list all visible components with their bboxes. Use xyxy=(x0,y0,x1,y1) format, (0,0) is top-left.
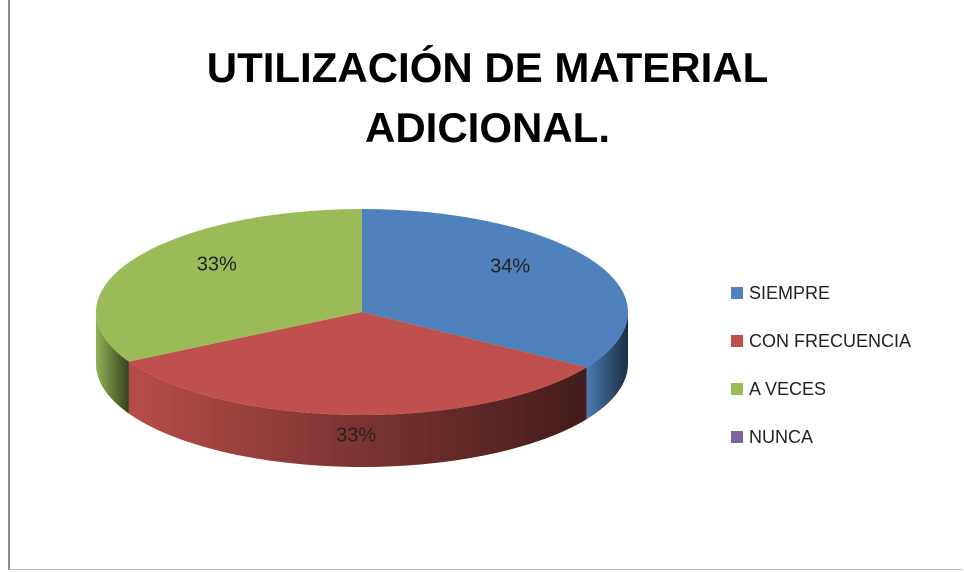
slice xyxy=(128,312,587,416)
chart-frame xyxy=(8,0,962,570)
legend-swatch xyxy=(731,431,743,443)
slice-side xyxy=(96,312,129,414)
slice xyxy=(95,209,363,362)
chart-title: UTILIZACIÓN DE MATERIAL ADICIONAL. xyxy=(206,44,769,151)
slice xyxy=(362,209,628,368)
slice-side xyxy=(586,312,628,420)
data-label: 34% xyxy=(490,256,530,278)
legend-label: A VECES xyxy=(749,379,826,399)
data-label: 33% xyxy=(197,254,237,276)
legend-swatch xyxy=(731,383,743,395)
legend-label: CON FRECUENCIA xyxy=(749,331,911,351)
legend-label: NUNCA xyxy=(749,427,813,447)
legend-swatch xyxy=(731,287,743,299)
data-label: 33% xyxy=(336,424,376,446)
legend-swatch xyxy=(731,335,743,347)
slice-side xyxy=(128,361,587,468)
legend-label: SIEMPRE xyxy=(749,283,830,303)
